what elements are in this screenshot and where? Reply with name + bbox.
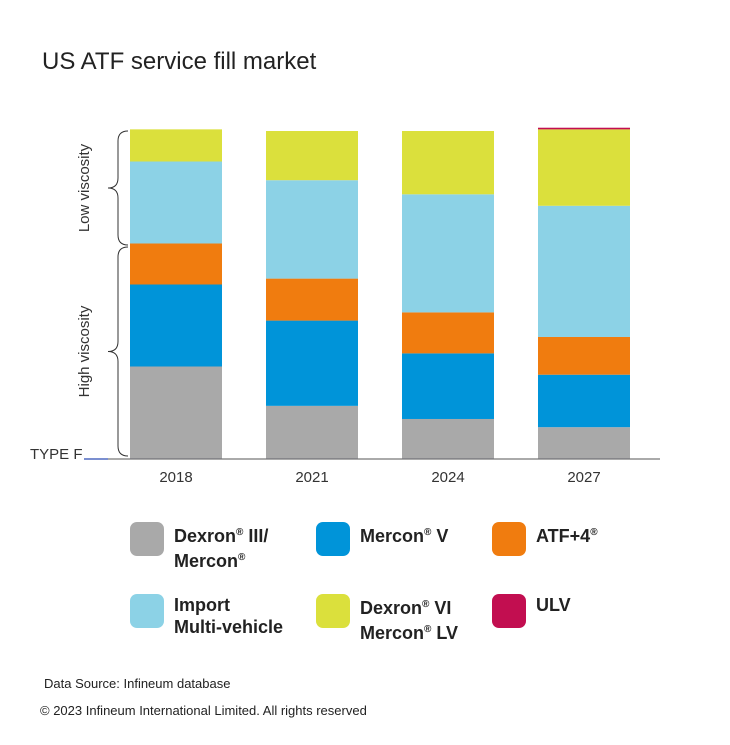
legend-item-ulv: ULV bbox=[492, 594, 571, 628]
low-viscosity-label: Low viscosity bbox=[76, 143, 93, 232]
legend-swatch bbox=[316, 594, 350, 628]
bar-segment bbox=[538, 129, 630, 206]
x-tick-label: 2027 bbox=[567, 469, 600, 486]
legend-swatch bbox=[130, 594, 164, 628]
bar-segment bbox=[130, 129, 222, 162]
bar-segment bbox=[130, 243, 222, 285]
bar-segment bbox=[538, 336, 630, 375]
bar-segment bbox=[402, 131, 494, 195]
bar-segment bbox=[538, 427, 630, 459]
legend-swatch bbox=[130, 522, 164, 556]
high-viscosity-brace bbox=[107, 246, 129, 457]
x-tick-label: 2024 bbox=[431, 469, 464, 486]
bar-segment bbox=[402, 312, 494, 354]
legend-label: Mercon® V bbox=[360, 526, 449, 546]
bar-segment bbox=[538, 205, 630, 337]
legend-item-dexron-vi: Dexron® VI Mercon® LV bbox=[316, 594, 458, 644]
x-tick-label: 2018 bbox=[159, 469, 192, 486]
legend-label: Dexron® III/ Mercon® bbox=[174, 526, 269, 571]
bar-segment bbox=[266, 131, 358, 181]
legend-swatch bbox=[492, 522, 526, 556]
bar-segment bbox=[130, 161, 222, 244]
bar-segment bbox=[538, 374, 630, 428]
bar-segment bbox=[130, 284, 222, 367]
legend-item-atf4: ATF+4® bbox=[492, 522, 598, 556]
bar-segment bbox=[266, 405, 358, 459]
legend-item-import-multi-vehicle: Import Multi-vehicle bbox=[130, 594, 283, 638]
bar-segment bbox=[538, 127, 630, 130]
stacked-bar-chart: 2018 2021 2024 2027 TYPE F Low viscosity High … bbox=[30, 127, 660, 486]
low-viscosity-brace bbox=[107, 130, 129, 246]
high-viscosity-label: High viscosity bbox=[76, 305, 93, 397]
x-tick-label: 2021 bbox=[295, 469, 328, 486]
legend-label: Dexron® VI Mercon® LV bbox=[360, 598, 459, 643]
bar-segment bbox=[130, 366, 222, 459]
bar-segment bbox=[402, 194, 494, 313]
bar-segment bbox=[402, 418, 494, 459]
type-f-marker bbox=[84, 458, 108, 460]
legend-swatch bbox=[492, 594, 526, 628]
legend-label: ULV bbox=[536, 595, 571, 615]
bar-segment bbox=[266, 320, 358, 406]
legend-item-mercon-v: Mercon® V bbox=[316, 522, 448, 556]
bar-segment bbox=[402, 353, 494, 419]
legend-label: ATF+4® bbox=[536, 526, 598, 546]
bar-segment bbox=[266, 180, 358, 279]
legend-item-dexron-iii: Dexron® III/ Mercon® bbox=[130, 522, 268, 572]
legend-swatch bbox=[316, 522, 350, 556]
chart-title: US ATF service fill market bbox=[42, 48, 317, 75]
legend-label: Import Multi-vehicle bbox=[174, 595, 284, 637]
copyright-notice: © 2023 Infineum International Limited. A… bbox=[40, 703, 367, 718]
bar-segment bbox=[266, 278, 358, 321]
data-source-note: Data Source: Infineum database bbox=[44, 676, 231, 691]
type-f-label: TYPE F bbox=[30, 446, 83, 463]
